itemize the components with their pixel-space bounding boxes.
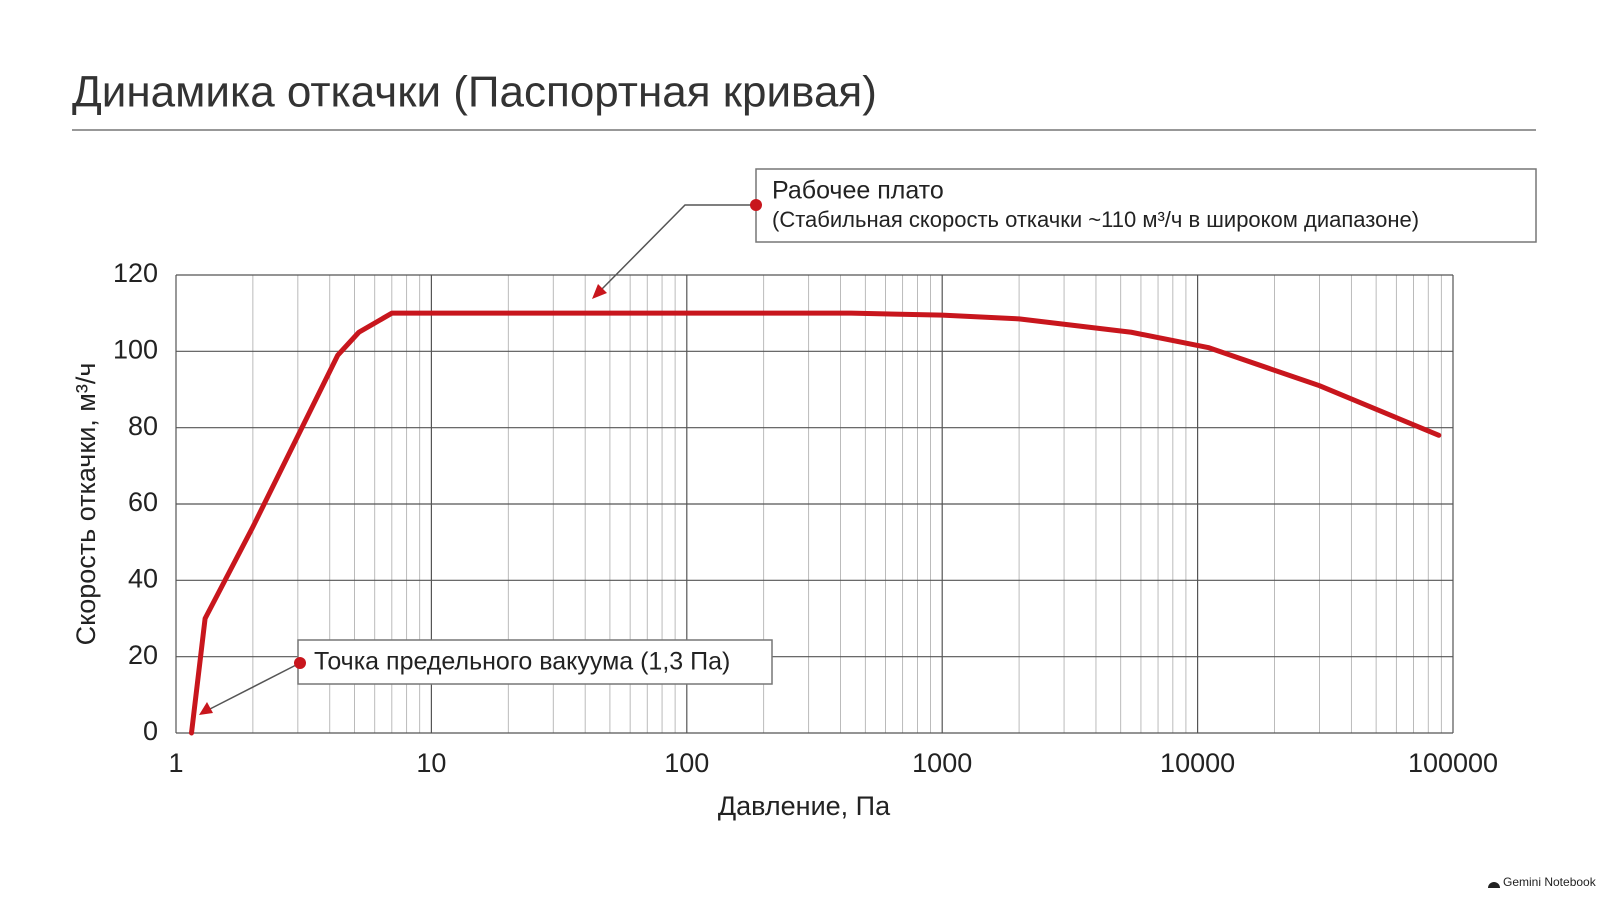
- chart-title: Динамика откачки (Паспортная кривая): [72, 68, 877, 117]
- annotation-box: [755, 168, 1537, 243]
- annotation-arrow: [207, 662, 301, 711]
- x-tick-label: 10000: [1160, 748, 1235, 778]
- y-tick-label: 20: [128, 640, 158, 670]
- annotation-text: Рабочее плато: [772, 177, 944, 205]
- annotation-box: [297, 639, 773, 685]
- x-tick-label: 100000: [1408, 748, 1498, 778]
- annotation-dot: [750, 199, 762, 211]
- annotation-arrow: [599, 204, 756, 292]
- x-axis-label: Давление, Па: [718, 791, 891, 821]
- y-axis-label: Скорость откачки, м³/ч: [71, 363, 101, 646]
- annotation-text: Точка предельного вакуума (1,3 Па): [314, 648, 730, 676]
- y-tick-label: 100: [113, 334, 158, 364]
- x-tick-label: 100: [664, 748, 709, 778]
- arrow-head: [592, 284, 607, 299]
- arrow-head: [199, 702, 213, 715]
- plot-area: 1 10 100 1000 10000 100000 0 20 40 60 80 100 120: [113, 258, 1498, 778]
- y-tick-label: 0: [143, 716, 158, 746]
- y-tick-label: 80: [128, 411, 158, 441]
- data-line: [189, 310, 1442, 736]
- x-tick-label: 10: [416, 748, 446, 778]
- y-tick-label: 60: [128, 487, 158, 517]
- x-tick-label: 1000: [912, 748, 972, 778]
- annotation-dot: [294, 657, 306, 669]
- watermark-icon: [1488, 882, 1500, 888]
- annotation-text: (Стабильная скорость откачки ~110 м³/ч в…: [772, 207, 1419, 232]
- y-tick-label: 40: [128, 563, 158, 593]
- x-tick-label: 1: [168, 748, 183, 778]
- watermark: Gemini Notebook: [1503, 875, 1597, 889]
- y-tick-label: 120: [113, 258, 158, 288]
